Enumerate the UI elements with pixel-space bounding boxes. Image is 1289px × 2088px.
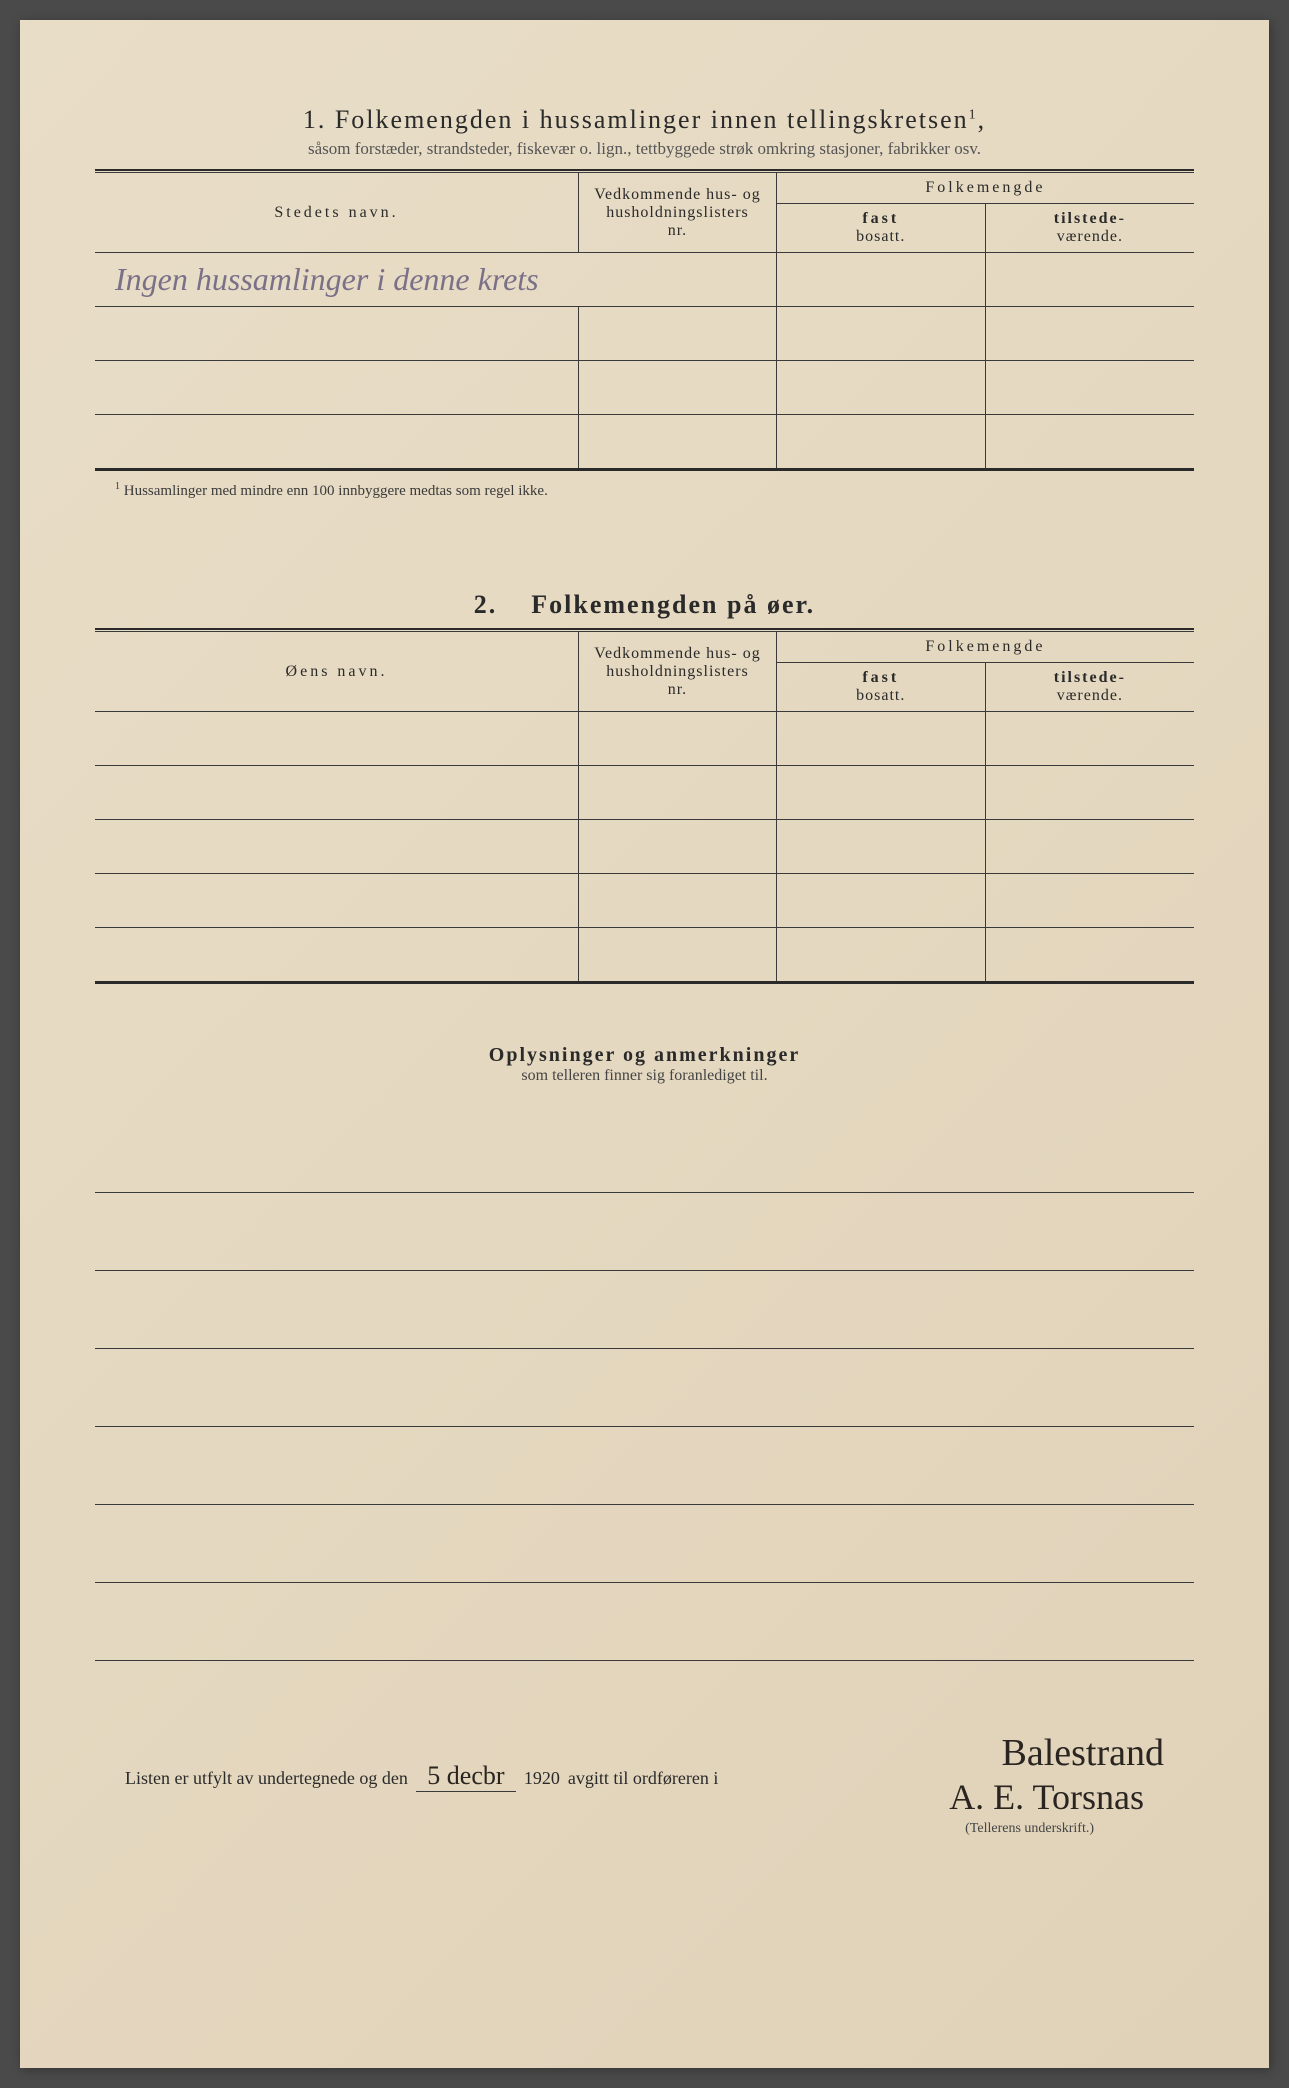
sig-text1: Listen er utfylt av undertegnede og den (125, 1768, 408, 1789)
table-row (95, 928, 1194, 982)
col-tilstede-2: tilstede- værende. (985, 663, 1194, 712)
sig-year: 1920 (524, 1768, 560, 1789)
section2-number: 2. (474, 590, 498, 619)
section1-footnote: 1 Hussamlinger med mindre enn 100 innbyg… (95, 481, 1194, 500)
section1-title-text: Folkemengden i hussamlinger innen tellin… (335, 105, 969, 134)
sig-place: Balestrand (1001, 1731, 1164, 1775)
section2-bottom-rule (95, 981, 1194, 984)
section1-bottom-rule (95, 468, 1194, 471)
col-fast-bosatt: fast bosatt. (776, 204, 985, 253)
section1-title: 1. Folkemengden i hussamlinger innen tel… (95, 105, 1194, 135)
remarks-subtitle: som telleren finner sig foranlediget til… (95, 1067, 1194, 1085)
sig-name: A. E. Torsnas (949, 1776, 1144, 1818)
section2-title-text: Folkemengden på øer. (531, 590, 815, 619)
sig-text2: avgitt til ordføreren i (568, 1768, 718, 1789)
col-nr: Vedkommende hus- og husholdningslisters … (579, 173, 777, 253)
cell (776, 253, 985, 307)
remarks-line (95, 1427, 1194, 1505)
col-folkemengde-2: Folkemengde (776, 632, 1194, 663)
section1-title-sup: 1 (969, 107, 978, 122)
sig-caption: (Tellerens underskrift.) (965, 1821, 1094, 1837)
census-form-page: 1. Folkemengden i hussamlinger innen tel… (20, 20, 1269, 2068)
table-row (95, 874, 1194, 928)
table-row (95, 415, 1194, 469)
section1-subtitle: såsom forstæder, strandsteder, fiskevær … (95, 139, 1194, 159)
section2-table: Øens navn. Vedkommende hus- og husholdni… (95, 631, 1194, 982)
table-row (95, 361, 1194, 415)
signature-section: Listen er utfylt av undertegnede og den … (95, 1761, 1194, 1792)
remarks-line (95, 1349, 1194, 1427)
section1-table: Stedets navn. Vedkommende hus- og hushol… (95, 172, 1194, 469)
col-nr-2: Vedkommende hus- og husholdningslisters … (579, 632, 777, 712)
table-row (95, 712, 1194, 766)
col-folkemengde: Folkemengde (776, 173, 1194, 204)
col-stedets-navn: Stedets navn. (95, 173, 579, 253)
col-oens-navn: Øens navn. (95, 632, 579, 712)
remarks-lines (95, 1115, 1194, 1661)
handwritten-note: Ingen hussamlinger i denne krets (95, 253, 776, 307)
col-fast-bosatt-2: fast bosatt. (776, 663, 985, 712)
remarks-line (95, 1115, 1194, 1193)
remarks-title: Oplysninger og anmerkninger (95, 1044, 1194, 1067)
table-row (95, 820, 1194, 874)
remarks-line (95, 1271, 1194, 1349)
table-row (95, 766, 1194, 820)
sig-date: 5 decbr (416, 1761, 516, 1792)
section2-title: 2. Folkemengden på øer. (95, 590, 1194, 620)
remarks-line (95, 1583, 1194, 1661)
remarks-line (95, 1193, 1194, 1271)
table-row (95, 307, 1194, 361)
section1-number: 1. (303, 105, 327, 134)
cell (985, 253, 1194, 307)
table-row: Ingen hussamlinger i denne krets (95, 253, 1194, 307)
col-tilstede: tilstede- værende. (985, 204, 1194, 253)
remarks-line (95, 1505, 1194, 1583)
